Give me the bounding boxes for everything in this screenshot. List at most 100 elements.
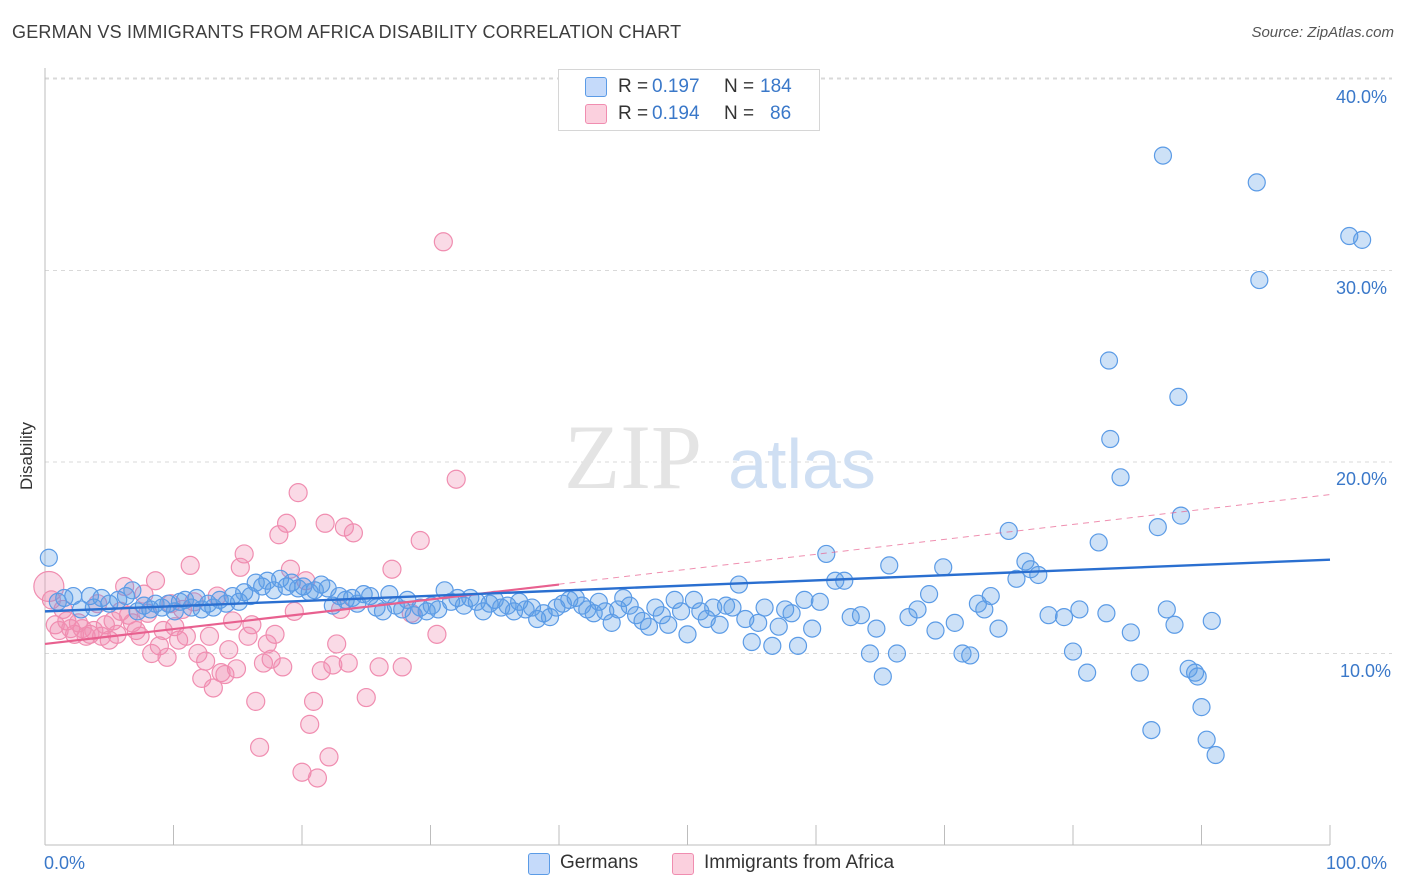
legend-r-label: R =	[618, 76, 654, 97]
africa-point	[249, 737, 270, 757]
bottom-legend-africa[interactable]: Immigrants from Africa	[672, 852, 932, 876]
legend-swatch-africa	[585, 104, 607, 124]
africa-point	[303, 691, 324, 711]
africa-point	[338, 653, 358, 673]
germans-point	[1197, 730, 1216, 749]
africa-point	[226, 659, 247, 679]
legend-box: R = 0.197 N = 184 R = 0.194 N = 86	[558, 69, 820, 131]
germans-point	[1101, 429, 1120, 449]
germans-point	[639, 617, 659, 636]
y-tick-10: 10.0%	[1340, 661, 1392, 681]
x-tick-0: 0.0%	[44, 853, 86, 873]
germans-point	[788, 636, 808, 655]
germans-point	[361, 586, 380, 606]
africa-point	[315, 513, 335, 533]
legend-n-label: N =	[724, 103, 760, 124]
germans-point	[961, 646, 980, 665]
africa-point	[215, 664, 235, 685]
germans-point	[999, 521, 1018, 541]
germans-point	[795, 590, 814, 609]
germans-point	[908, 600, 927, 619]
germans-point	[803, 619, 822, 638]
germans-point	[835, 571, 854, 590]
germans-point	[522, 598, 542, 617]
africa-point	[142, 643, 162, 664]
bottom-legend-germans[interactable]: Germans	[528, 852, 668, 876]
africa-point	[300, 714, 320, 734]
germans-point	[1099, 351, 1119, 370]
source-label: Source: ZipAtlas.com	[1251, 24, 1394, 41]
germans-point	[39, 548, 58, 567]
africa-point	[369, 657, 389, 677]
germans-point	[851, 606, 871, 625]
africa-point	[157, 647, 177, 667]
legend-r-value: 0.197	[652, 76, 700, 97]
germans-point	[1165, 615, 1184, 634]
germans-point	[540, 608, 560, 627]
germans-point	[671, 602, 691, 621]
germans-point	[981, 586, 1000, 606]
y-axis-label: Disability	[17, 421, 36, 491]
africa-trend-extension	[44, 494, 1331, 645]
africa-point	[234, 544, 254, 564]
africa-point	[203, 678, 223, 698]
bottom-legend-label-africa: Immigrants from Africa	[704, 852, 895, 873]
africa-point	[176, 626, 196, 646]
germans-point	[141, 600, 160, 619]
bottom-legend-label-germans: Germans	[560, 852, 639, 873]
africa-point	[382, 559, 402, 579]
germans-point	[1157, 600, 1176, 619]
germans-point	[1089, 533, 1108, 552]
africa-point	[84, 620, 104, 641]
germans-point	[393, 600, 412, 619]
bottom-legend-swatch-germans	[528, 853, 550, 875]
germans-point	[1142, 720, 1161, 740]
germans-point	[652, 606, 671, 625]
germans-point	[1063, 642, 1083, 661]
germans-point	[1250, 270, 1269, 290]
germans-trend-line	[44, 558, 1331, 613]
germans-point	[80, 586, 100, 606]
africa-point	[307, 768, 328, 788]
axes	[44, 68, 1331, 846]
germans-point	[609, 600, 628, 619]
africa-point	[433, 232, 453, 252]
germans-point	[1171, 506, 1191, 525]
watermark-atlas: atlas	[728, 425, 876, 503]
germans-point	[763, 636, 782, 655]
africa-point	[180, 555, 200, 576]
germans-point	[749, 613, 768, 632]
germans-point	[934, 558, 953, 577]
germans-point	[123, 581, 142, 600]
africa-point	[149, 636, 169, 656]
africa-point	[356, 687, 376, 708]
africa-point	[269, 525, 289, 545]
africa-point	[343, 523, 363, 543]
germans-point	[810, 592, 829, 611]
germans-point	[1054, 608, 1074, 627]
germans-point	[229, 592, 249, 611]
legend-r-value: 0.194	[652, 103, 700, 124]
germans-point	[1039, 606, 1058, 625]
africa-point	[446, 469, 466, 489]
germans-point	[659, 615, 678, 634]
germans-point	[253, 577, 272, 596]
germans-point	[1202, 611, 1221, 631]
germans-point	[678, 625, 697, 644]
y-tick-20: 20.0%	[1336, 469, 1388, 489]
africa-point	[276, 513, 297, 533]
germans-point	[1070, 600, 1089, 619]
africa-point	[246, 691, 266, 711]
germans-point	[84, 598, 103, 617]
germans-point	[989, 619, 1008, 638]
germans-point	[710, 615, 729, 634]
y-tick-30: 30.0%	[1336, 278, 1388, 298]
africa-point	[288, 483, 308, 503]
africa-point	[145, 571, 166, 591]
germans-point	[1111, 468, 1130, 487]
germans-point	[1206, 745, 1225, 765]
germans-point	[55, 588, 74, 608]
africa-point	[219, 640, 239, 660]
germans-point	[1247, 173, 1266, 192]
